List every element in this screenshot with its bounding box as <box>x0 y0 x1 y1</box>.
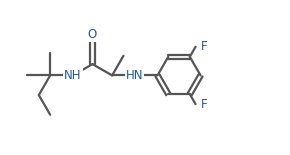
Text: NH: NH <box>64 69 81 82</box>
Text: F: F <box>201 40 208 53</box>
Text: O: O <box>88 28 97 41</box>
Text: HN: HN <box>126 69 144 82</box>
Text: F: F <box>201 98 208 111</box>
